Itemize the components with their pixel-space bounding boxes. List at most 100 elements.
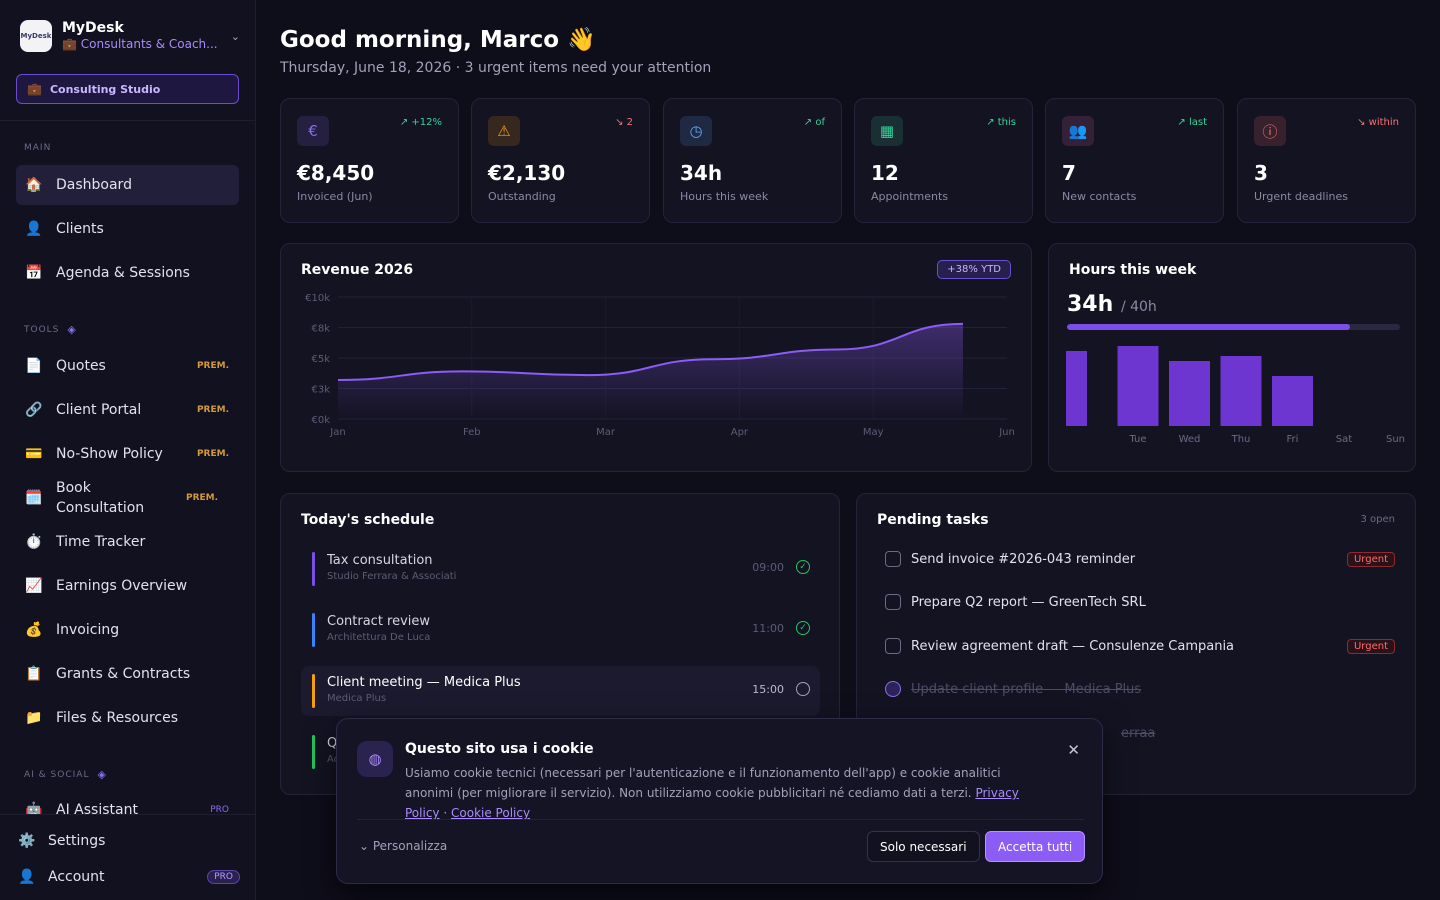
customize-button[interactable]: ⌄ Personalizza: [359, 839, 448, 853]
schedule-item[interactable]: Q Ac: [301, 727, 820, 777]
time-tracker-icon: ⏱️: [25, 534, 43, 550]
kpi-card-outstanding[interactable]: ⚠ ↘ 2 €2,130 Outstanding: [471, 98, 650, 223]
check-circle-icon[interactable]: ✓: [796, 560, 810, 574]
task-item[interactable]: Review agreement draft — Consulenze Camp…: [885, 638, 1395, 654]
invoicing-icon: 💰: [25, 622, 43, 638]
kpi-value: €8,450: [297, 161, 375, 185]
tasks-card: Pending tasks 3 open Send invoice #2026-…: [856, 493, 1416, 795]
premium-badge: PREM.: [186, 493, 219, 503]
kpi-value: 7: [1062, 161, 1076, 185]
task-item[interactable]: Update client profile — Medica Plus: [885, 681, 1395, 697]
divider: [357, 819, 1084, 820]
kpi-label: New contacts: [1062, 190, 1137, 203]
circle-icon[interactable]: [796, 682, 810, 696]
sidebar-item-agenda-sessions[interactable]: 📅 Agenda & Sessions: [16, 253, 239, 293]
sidebar-item-clients[interactable]: 👤 Clients: [16, 209, 239, 249]
kpi-label: Outstanding: [488, 190, 556, 203]
schedule-color-bar: [312, 674, 315, 708]
y-tick-label: €8k: [311, 324, 330, 335]
task-item[interactable]: Send invoice #2026-043 reminder Urgent: [885, 551, 1395, 567]
earnings-overview-icon: 📈: [25, 578, 43, 594]
brand-name: MyDesk: [62, 20, 124, 36]
sidebar-item-earnings-overview[interactable]: 📈 Earnings Overview: [16, 566, 239, 606]
hours-value: 34h / 40h: [1067, 292, 1157, 317]
gem-icon: ◈: [67, 323, 77, 336]
tasks-count: 3 open: [1360, 514, 1396, 525]
schedule-item-title: Client meeting — Medica Plus: [327, 675, 521, 690]
sidebar: MyDesk MyDesk 💼 Consultants & Coach... ⌄…: [0, 0, 256, 900]
client-portal-icon: 🔗: [25, 402, 43, 418]
cookie-title: Questo sito usa i cookie: [405, 741, 594, 757]
schedule-color-bar: [312, 552, 315, 586]
quotes-icon: 📄: [25, 358, 43, 374]
sidebar-item-settings[interactable]: ⚙️ Settings: [18, 833, 106, 849]
x-tick-label: Jun: [998, 427, 1015, 438]
sidebar-item-files-resources[interactable]: 📁 Files & Resources: [16, 698, 239, 738]
kpi-trend: ↗ of: [803, 117, 825, 128]
task-checkbox[interactable]: [885, 551, 901, 567]
sidebar-item-grants-contracts[interactable]: 📋 Grants & Contracts: [16, 654, 239, 694]
dashboard-icon: 🏠: [25, 177, 43, 193]
schedule-item-title: Q: [327, 736, 338, 751]
schedule-item-time: 15:00: [752, 683, 784, 696]
gem-icon: ◈: [97, 768, 107, 781]
sidebar-item-book-consultation[interactable]: 🗓️ Book Consultation PREM.: [16, 476, 239, 520]
section-main: MAIN: [24, 143, 52, 153]
close-icon[interactable]: ✕: [1067, 741, 1080, 759]
schedule-item[interactable]: Contract review Architettura De Luca 11:00…: [301, 605, 820, 655]
task-item[interactable]: erraa: [1095, 725, 1440, 741]
sidebar-item-label: Time Tracker: [56, 534, 146, 550]
revenue-line: [337, 322, 964, 381]
cookie-text: Usiamo cookie tecnici (necessari per l'a…: [405, 766, 1019, 820]
check-circle-icon[interactable]: ✓: [796, 621, 810, 635]
task-label: Send invoice #2026-043 reminder: [911, 551, 1136, 567]
gear-icon: ⚙️: [18, 833, 36, 849]
sidebar-item-label: Clients: [56, 221, 104, 237]
sidebar-item-time-tracker[interactable]: ⏱️ Time Tracker: [16, 522, 239, 562]
user-icon: 👤: [18, 869, 36, 885]
app-logo: MyDesk: [20, 20, 52, 52]
revenue-chart: €0k €3k €5k €8k €10k Jan Feb Mar Apr May Jun: [305, 293, 1015, 438]
sidebar-item-label: Invoicing: [56, 622, 120, 638]
necessary-only-button[interactable]: Solo necessari: [867, 831, 980, 862]
kpi-label: Invoiced (Jun): [297, 190, 373, 203]
chevron-down-icon[interactable]: ⌄: [230, 29, 240, 43]
accept-all-button[interactable]: Accetta tutti: [985, 831, 1086, 862]
sidebar-item-dashboard[interactable]: 🏠 Dashboard: [16, 165, 239, 205]
sidebar-item-client-portal[interactable]: 🔗 Client Portal PREM.: [16, 390, 239, 430]
kpi-card-urgent-deadlines[interactable]: ⓘ ↘ within 3 Urgent deadlines: [1237, 98, 1416, 223]
task-item[interactable]: Prepare Q2 report — GreenTech SRL: [885, 594, 1395, 610]
section-tools: TOOLS ◈: [24, 323, 77, 336]
studio-selector[interactable]: 💼 Consulting Studio: [16, 74, 239, 104]
task-checkbox[interactable]: [885, 594, 901, 610]
workspace-switcher[interactable]: MyDesk MyDesk 💼 Consultants & Coach... ⌄: [20, 20, 240, 52]
schedule-item[interactable]: Client meeting — Medica Plus Medica Plus 1…: [301, 666, 820, 716]
kpi-card-hours-this-week[interactable]: ◷ ↗ of 34h Hours this week: [663, 98, 842, 223]
sidebar-item-account[interactable]: 👤 Account PRO: [18, 869, 240, 885]
premium-badge: PREM.: [196, 449, 229, 459]
cookie-policy-link[interactable]: Cookie Policy: [451, 806, 531, 820]
x-tick-label: Feb: [463, 427, 481, 438]
sidebar-item-quotes[interactable]: 📄 Quotes PREM.: [16, 346, 239, 386]
x-tick-label: Sun: [1386, 434, 1405, 445]
task-checkbox[interactable]: [885, 681, 901, 697]
sidebar-item-no-show-policy[interactable]: 💳 No-Show Policy PREM.: [16, 434, 239, 474]
kpi-card-invoiced-jun[interactable]: € ↗ +12% €8,450 Invoiced (Jun): [280, 98, 459, 223]
y-tick-label: €10k: [305, 293, 330, 304]
kpi-trend: ↗ this: [986, 117, 1016, 128]
hours-bar-wed: [1169, 361, 1210, 426]
task-label: erraa: [1121, 725, 1156, 741]
schedule-item[interactable]: Tax consultation Studio Ferrara & Associa…: [301, 544, 820, 594]
kpi-card-new-contacts[interactable]: 👥 ↗ last 7 New contacts: [1045, 98, 1224, 223]
kpi-value: 3: [1254, 161, 1268, 185]
sidebar-item-label: Files & Resources: [56, 710, 179, 726]
privacy-policy-link[interactable]: Privacy Policy: [405, 786, 1019, 820]
x-tick-label: Jan: [329, 427, 345, 438]
x-tick-label: Sat: [1336, 434, 1352, 445]
sidebar-item-label: Book Consultation: [56, 480, 145, 516]
section-ai: AI & SOCIAL ◈: [24, 768, 107, 781]
cookie-icon: ◍: [357, 741, 393, 777]
kpi-card-appointments[interactable]: ▦ ↗ this 12 Appointments: [854, 98, 1033, 223]
task-checkbox[interactable]: [885, 638, 901, 654]
sidebar-item-invoicing[interactable]: 💰 Invoicing: [16, 610, 239, 650]
